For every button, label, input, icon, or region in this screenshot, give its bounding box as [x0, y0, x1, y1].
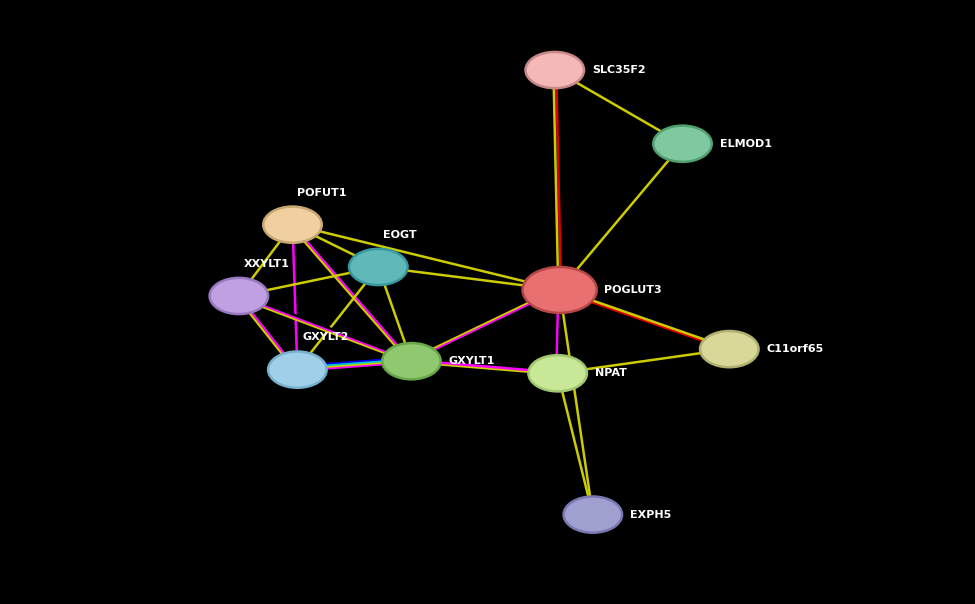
Text: POGLUT3: POGLUT3 — [604, 285, 661, 295]
Circle shape — [523, 267, 597, 313]
Text: GXYLT1: GXYLT1 — [448, 356, 495, 366]
Text: ELMOD1: ELMOD1 — [720, 139, 771, 149]
Text: EOGT: EOGT — [383, 230, 416, 240]
Circle shape — [268, 352, 327, 388]
Circle shape — [653, 126, 712, 162]
Circle shape — [526, 52, 584, 88]
Circle shape — [700, 331, 759, 367]
Text: GXYLT2: GXYLT2 — [302, 332, 349, 342]
Circle shape — [349, 249, 408, 285]
Circle shape — [210, 278, 268, 314]
Circle shape — [564, 496, 622, 533]
Text: NPAT: NPAT — [595, 368, 627, 378]
Text: C11orf65: C11orf65 — [766, 344, 824, 354]
Text: SLC35F2: SLC35F2 — [592, 65, 645, 75]
Circle shape — [382, 343, 441, 379]
Text: EXPH5: EXPH5 — [630, 510, 671, 519]
Text: XXYLT1: XXYLT1 — [244, 259, 290, 269]
Circle shape — [528, 355, 587, 391]
Text: POFUT1: POFUT1 — [297, 187, 347, 198]
Circle shape — [263, 207, 322, 243]
